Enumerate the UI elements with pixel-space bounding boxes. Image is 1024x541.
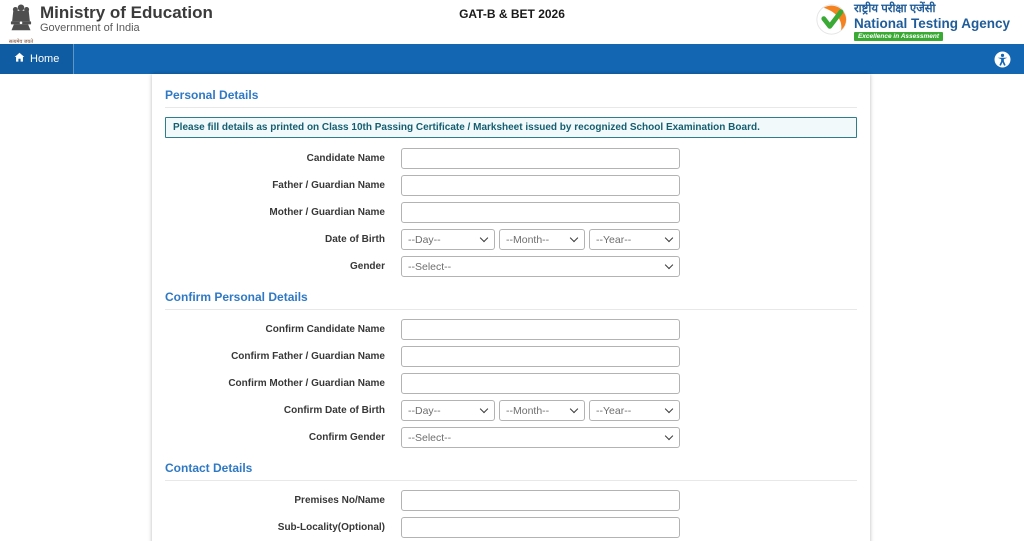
father-name-input[interactable]	[401, 175, 680, 196]
emblem-caption: सत्यमेव जयते	[8, 38, 34, 45]
form-row-gender: Gender --Select--	[165, 256, 857, 277]
nav-home-label: Home	[30, 53, 60, 65]
section-title: Confirm Personal Details	[165, 290, 857, 310]
personal-details-notice: Please fill details as printed on Class …	[165, 117, 857, 138]
form-row-candidate-name: Candidate Name	[165, 148, 857, 169]
section-title: Personal Details	[165, 88, 857, 108]
page-header: सत्यमेव जयते Ministry of Education Gover…	[0, 0, 1024, 44]
premises-input[interactable]	[401, 490, 680, 511]
nta-tagline-badge: Excellence in Assessment	[853, 32, 944, 41]
main-navbar: Home	[0, 44, 1024, 74]
form-row-confirm-dob: Confirm Date of Birth --Day-- --Month-- …	[165, 400, 857, 421]
mother-name-input[interactable]	[401, 202, 680, 223]
confirm-dob-label: Confirm Date of Birth	[283, 405, 385, 416]
gender-select[interactable]: --Select--	[401, 256, 680, 277]
dob-month-select[interactable]: --Month--	[499, 229, 585, 250]
confirm-gender-select[interactable]: --Select--	[401, 427, 680, 448]
section-personal-details: Personal Details Please fill details as …	[165, 88, 857, 277]
confirm-mother-name-input[interactable]	[401, 373, 680, 394]
section-confirm-personal-details: Confirm Personal Details Confirm Candida…	[165, 290, 857, 448]
form-row-mother-name: Mother / Guardian Name	[165, 202, 857, 223]
candidate-name-label: Candidate Name	[306, 153, 385, 164]
ministry-subtitle: Government of India	[40, 21, 140, 34]
dob-year-select[interactable]: --Year--	[589, 229, 680, 250]
section-contact-details: Contact Details Premises No/Name Sub-Loc…	[165, 461, 857, 541]
nta-logo-icon	[816, 4, 847, 40]
exam-title: GAT-B & BET 2026	[459, 7, 565, 21]
gender-label: Gender	[349, 261, 385, 272]
confirm-candidate-name-label: Confirm Candidate Name	[265, 324, 385, 335]
nav-home-link[interactable]: Home	[0, 44, 75, 74]
form-row-confirm-gender: Confirm Gender --Select--	[165, 427, 857, 448]
dob-label: Date of Birth	[325, 234, 385, 245]
section-title: Contact Details	[165, 461, 857, 481]
candidate-name-input[interactable]	[401, 148, 680, 169]
confirm-dob-month-select[interactable]: --Month--	[499, 400, 585, 421]
nta-branding: राष्ट्रीय परीक्षा एजेंसी National Testin…	[816, 3, 1014, 41]
confirm-father-name-input[interactable]	[401, 346, 680, 367]
confirm-mother-name-label: Confirm Mother / Guardian Name	[228, 378, 385, 389]
form-row-dob: Date of Birth --Day-- --Month-- --Year--	[165, 229, 857, 250]
form-row-father-name: Father / Guardian Name	[165, 175, 857, 196]
confirm-dob-year-select[interactable]: --Year--	[589, 400, 680, 421]
father-name-label: Father / Guardian Name	[272, 180, 385, 191]
confirm-father-name-label: Confirm Father / Guardian Name	[231, 351, 385, 362]
mother-name-label: Mother / Guardian Name	[269, 207, 385, 218]
accessibility-icon[interactable]	[994, 51, 1011, 68]
confirm-gender-label: Confirm Gender	[308, 432, 385, 443]
ministry-title: Ministry of Education	[40, 2, 213, 22]
home-icon	[14, 52, 25, 66]
premises-label: Premises No/Name	[294, 495, 385, 506]
sub-locality-label: Sub-Locality(Optional)	[277, 522, 385, 533]
form-row-confirm-father-name: Confirm Father / Guardian Name	[165, 346, 857, 367]
form-row-confirm-candidate-name: Confirm Candidate Name	[165, 319, 857, 340]
confirm-candidate-name-input[interactable]	[401, 319, 680, 340]
dob-day-select[interactable]: --Day--	[401, 229, 495, 250]
form-row-sub-locality: Sub-Locality(Optional)	[165, 517, 857, 538]
form-row-premises: Premises No/Name	[165, 490, 857, 511]
form-row-confirm-mother-name: Confirm Mother / Guardian Name	[165, 373, 857, 394]
confirm-dob-day-select[interactable]: --Day--	[401, 400, 495, 421]
sub-locality-input[interactable]	[401, 517, 680, 538]
nta-name-hindi: राष्ट्रीय परीक्षा एजेंसी	[853, 3, 936, 15]
registration-form-card: Personal Details Please fill details as …	[152, 74, 870, 541]
ministry-branding: सत्यमेव जयते Ministry of Education Gover…	[8, 0, 213, 45]
nta-name-english: National Testing Agency	[853, 16, 1010, 31]
ashoka-emblem-icon	[9, 3, 33, 40]
